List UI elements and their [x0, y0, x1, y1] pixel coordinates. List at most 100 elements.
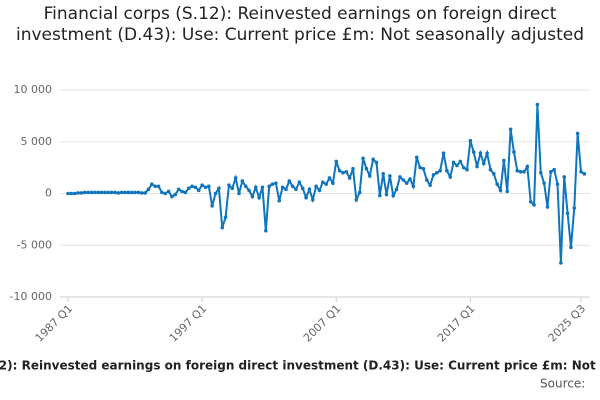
data-point	[79, 191, 84, 195]
data-point	[327, 176, 332, 180]
data-point	[488, 167, 493, 172]
data-point	[364, 166, 369, 171]
data-point	[76, 191, 80, 195]
data-point	[294, 187, 298, 192]
data-point	[150, 182, 154, 186]
data-point	[485, 151, 489, 155]
data-point	[307, 187, 312, 192]
data-point	[264, 228, 268, 233]
data-point	[173, 192, 178, 197]
data-point	[237, 191, 241, 196]
data-point	[280, 185, 285, 190]
data-point	[569, 245, 573, 250]
data-point	[210, 204, 214, 208]
data-point	[458, 159, 463, 164]
x-tick-label: 1987 Q1	[33, 302, 76, 345]
data-point	[126, 190, 131, 195]
y-tick-label: 10 000	[14, 83, 53, 96]
data-point	[545, 205, 550, 209]
data-point	[99, 190, 104, 195]
chart-title: Financial corps (S.12): Reinvested earni…	[15, 4, 585, 45]
data-point	[528, 199, 533, 204]
data-point	[133, 190, 137, 195]
source: Source:	[540, 377, 585, 391]
data-point	[431, 173, 436, 177]
data-point	[418, 165, 422, 170]
data-point	[186, 186, 191, 191]
data-point	[535, 102, 540, 107]
data-point	[250, 194, 255, 199]
data-point	[86, 190, 90, 195]
data-point	[478, 151, 483, 155]
data-point	[438, 168, 442, 173]
data-point	[549, 169, 553, 174]
data-point	[324, 182, 328, 186]
data-point	[471, 150, 476, 154]
data-point	[163, 191, 168, 196]
data-point	[82, 190, 87, 195]
data-point	[277, 198, 282, 203]
data-point	[103, 190, 107, 195]
data-point	[243, 184, 248, 189]
data-point	[451, 160, 456, 165]
data-point	[398, 175, 402, 179]
data-point	[297, 180, 302, 184]
data-point	[200, 183, 204, 188]
data-point	[562, 175, 567, 179]
data-point	[274, 181, 278, 185]
legend-label: Financial corps (S.12): Reinvested earni…	[0, 359, 600, 373]
data-point	[143, 191, 147, 195]
data-point	[223, 215, 228, 220]
data-point	[156, 184, 161, 189]
data-point	[388, 174, 392, 178]
data-point	[448, 175, 453, 179]
data-point	[532, 203, 536, 207]
data-point	[481, 161, 486, 166]
data-point	[559, 261, 563, 265]
data-point	[217, 186, 221, 191]
data-point	[374, 160, 379, 165]
data-point	[455, 163, 459, 168]
data-point	[542, 181, 546, 185]
x-tick-label: 2007 Q1	[301, 302, 344, 345]
data-point	[381, 172, 385, 176]
data-point	[371, 157, 375, 162]
data-point	[341, 171, 345, 175]
data-point	[196, 188, 201, 193]
data-point	[183, 190, 188, 195]
data-point	[361, 156, 365, 161]
data-point	[270, 182, 275, 186]
data-point	[424, 178, 429, 182]
data-point	[579, 169, 583, 174]
data-point	[378, 193, 382, 198]
data-point	[166, 189, 171, 194]
data-point	[69, 191, 74, 196]
data-point	[492, 172, 496, 176]
data-point	[515, 168, 520, 173]
data-point	[203, 185, 208, 190]
data-point	[321, 180, 325, 184]
data-point	[522, 169, 526, 174]
data-point	[310, 197, 315, 202]
data-point	[505, 189, 510, 194]
data-point	[129, 190, 134, 195]
data-point	[153, 184, 157, 189]
data-point	[404, 181, 409, 185]
y-tick-label: 0	[45, 187, 52, 200]
data-point	[314, 184, 318, 189]
data-point	[468, 138, 473, 143]
data-point	[552, 167, 556, 172]
data-point	[240, 179, 245, 183]
y-tick-label: -5 000	[17, 238, 52, 251]
data-point	[445, 168, 449, 173]
data-point	[287, 179, 292, 183]
data-point	[508, 127, 513, 132]
data-point	[257, 195, 261, 200]
data-point	[435, 171, 439, 175]
data-point	[495, 182, 499, 186]
data-point	[72, 191, 77, 196]
data-point	[525, 164, 530, 169]
data-point	[213, 191, 218, 196]
data-point	[230, 186, 235, 191]
data-point	[421, 166, 426, 171]
